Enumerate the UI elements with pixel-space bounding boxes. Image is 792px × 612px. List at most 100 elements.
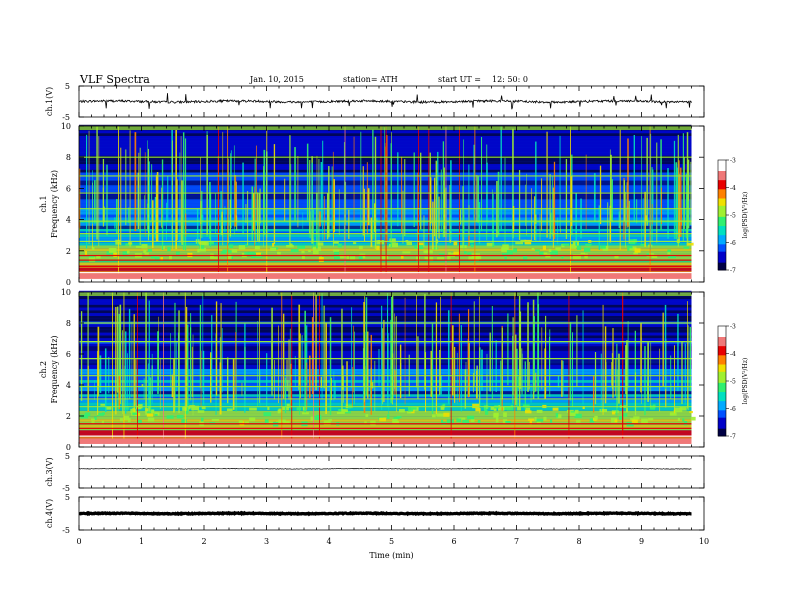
noise-patch [589,418,595,423]
noise-patch [400,255,404,259]
noise-patch [127,418,131,423]
y-tick-label: 5 [65,452,70,461]
colorbar-segment [718,419,726,422]
colorbar-segment [718,191,726,194]
noise-patch [391,242,399,248]
colorbar-segment [718,423,726,426]
noise-patch [286,403,290,408]
figure-title: VLF Spectra [80,73,150,86]
noise-patch [493,408,497,411]
colorbar-segment [718,327,726,331]
noise-patch [407,411,412,414]
frequency-row [79,130,692,134]
colorbar-tick-label: -6 [730,240,736,247]
noise-patch [536,409,543,413]
colorbar-segment [718,379,726,382]
top-noise-strip [79,292,692,296]
colorbar-segment [718,415,726,419]
colorbar-segment [718,377,726,380]
noise-patch [690,416,696,421]
station-label: station= ATH [343,75,398,84]
y-axis-label: ch.4(V) [45,499,54,528]
start-time-value: 12: 50: 0 [492,75,528,84]
noise-patch [238,245,246,250]
noise-patch [316,242,324,246]
noise-patch [267,406,270,410]
noise-patch [101,420,105,424]
x-tick-label: 3 [264,537,269,546]
colorbar-segment [718,344,726,347]
noise-patch [151,409,155,414]
y-tick-label: 10 [61,122,71,131]
noise-patch [283,421,290,425]
noise-patch [432,414,436,418]
colorbar-segment [718,373,726,376]
noise-patch [641,418,648,424]
noise-patch [498,406,505,411]
noise-patch [328,419,332,422]
noise-patch [552,407,559,411]
noise-patch [84,250,88,256]
colorbar-segment [718,229,726,232]
colorbar-segment [718,204,726,207]
noise-patch [312,249,319,255]
noise-patch [555,251,558,256]
y-tick-label: 6 [66,350,71,359]
y-axis-label: ch.3(V) [45,457,54,486]
noise-patch [379,417,386,422]
colorbar-segment [718,231,726,234]
colorbar-segment [718,176,726,179]
noise-patch [349,256,356,260]
noise-patch [574,409,579,414]
noise-patch [550,250,558,255]
frequency-row [79,402,692,406]
colorbar-segment [718,187,726,190]
x-tick-label: 8 [576,537,581,546]
colorbar-segment [718,257,726,260]
colorbar-segment [718,169,726,172]
noise-patch [522,404,530,408]
x-axis-label: Time (min) [369,551,413,560]
noise-patch [556,414,562,419]
noise-patch [301,250,305,254]
colorbar-segment [718,355,726,358]
colorbar-segment [718,189,726,192]
noise-patch [100,403,106,406]
noise-patch [370,420,376,426]
noise-patch [417,242,424,247]
noise-patch [674,407,683,413]
colorbar-segment [718,333,726,336]
colorbar-segment [718,167,726,170]
noise-patch [470,244,474,248]
noise-patch [197,410,205,413]
colorbar-segment [718,370,726,373]
noise-patch [414,245,418,249]
noise-patch [646,253,650,256]
noise-patch [332,240,339,244]
colorbar-segment [718,227,726,231]
frequency-row [79,371,692,375]
noise-patch [531,247,535,251]
noise-patch [337,243,342,248]
colorbar-segment [718,386,726,389]
noise-patch [256,252,262,257]
noise-patch [682,418,685,422]
noise-patch [495,417,499,423]
noise-patch [535,418,544,422]
colorbar-segment [718,381,726,384]
colorbar-segment [718,244,726,247]
noise-patch [503,412,507,417]
noise-patch [376,240,385,245]
colorbar-segment [718,351,726,354]
noise-patch [631,246,637,251]
colorbar-tick-label: -5 [730,379,736,386]
frequency-row [79,299,692,302]
noise-patch [191,405,200,411]
noise-patch [141,244,148,249]
colorbar-segment [718,248,726,251]
y-tick-label: 4 [66,216,71,225]
frequency-row [79,382,692,386]
noise-patch [238,420,243,424]
colorbar-segment [718,209,726,212]
colorbar-segment [718,160,726,163]
